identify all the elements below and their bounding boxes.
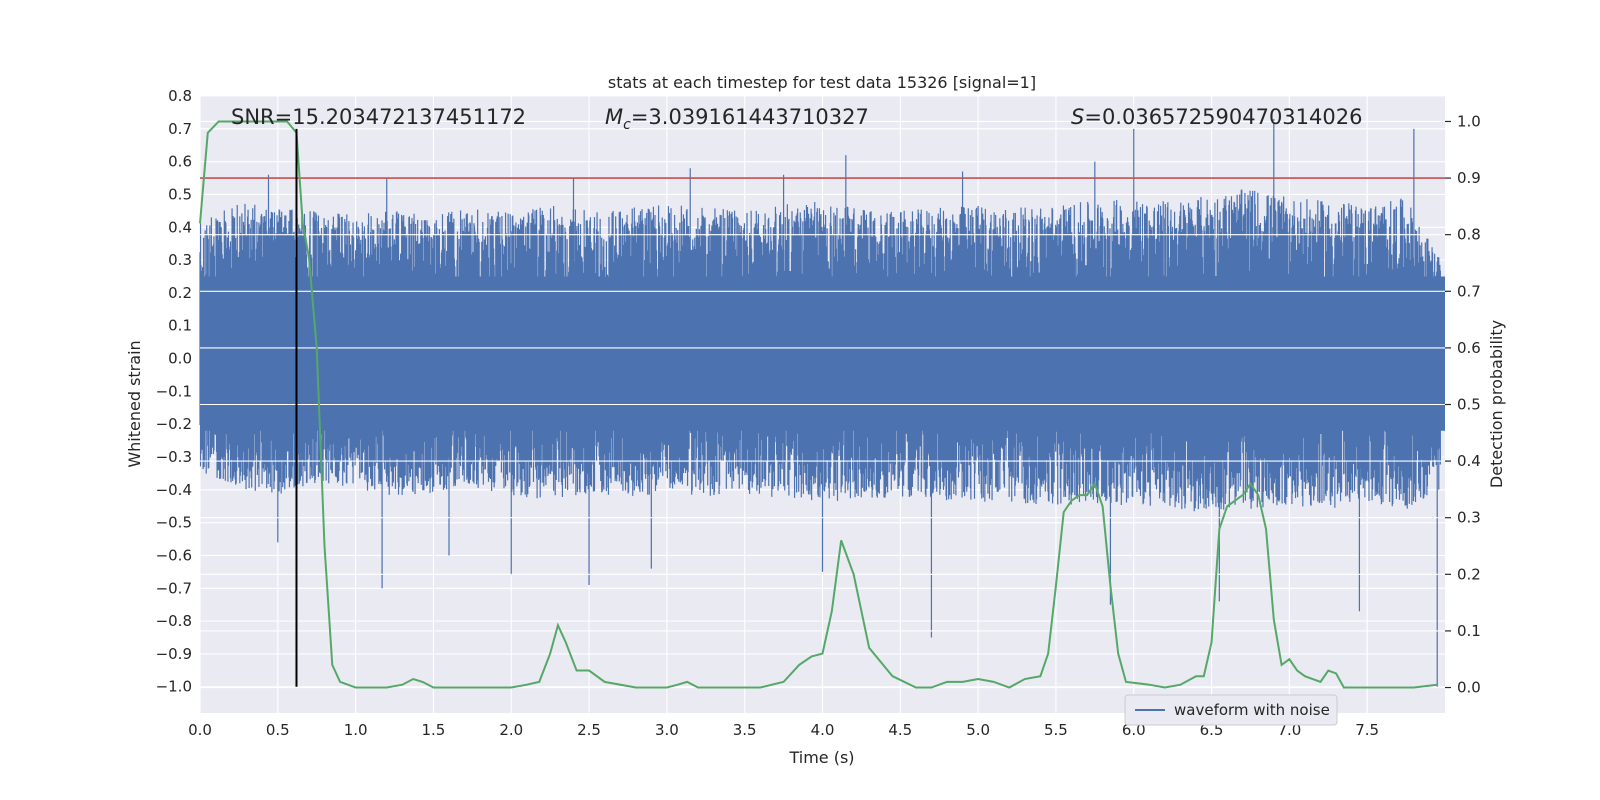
x-axis-ticks: 0.0 0.5 1.0 1.5 2.0 2.5 3.0 3.5 4.0 4.5 5.0 5.5 6.0 6… (188, 721, 1379, 739)
overlay-layer (199, 120, 1445, 689)
y-left-tick-label: −0.1 (156, 382, 192, 400)
x-tick-label: 1.0 (344, 721, 368, 739)
y-left-tick-label: −0.4 (156, 481, 192, 499)
y-right-tick-label: 0.6 (1457, 339, 1481, 357)
y-left-tick-label: −0.9 (156, 645, 192, 663)
y-left-tick-label: −0.3 (156, 448, 192, 466)
y-right-tick-label: 0.8 (1457, 226, 1481, 244)
y-left-axis-label: Whitened strain (125, 340, 144, 467)
y-left-tick-label: 0.4 (168, 218, 192, 236)
x-tick-label: 2.5 (577, 721, 601, 739)
y-right-tick-label: 0.2 (1457, 565, 1481, 583)
x-axis-label: Time (s) (788, 748, 854, 767)
x-tick-label: 0.5 (266, 721, 290, 739)
y-right-tick-label: 0.9 (1457, 169, 1481, 187)
y-left-tick-label: 0.7 (168, 120, 192, 138)
chirp-mass-symbol: M (605, 105, 623, 129)
y-right-tick-label: 0.0 (1457, 679, 1481, 697)
x-tick-label: 2.0 (499, 721, 523, 739)
y-left-tick-label: −0.6 (156, 546, 192, 564)
x-tick-label: 4.0 (811, 721, 835, 739)
x-tick-label: 3.0 (655, 721, 679, 739)
x-tick-label: 5.5 (1044, 721, 1068, 739)
y-left-tick-label: 0.3 (168, 251, 192, 269)
x-tick-label: 3.5 (733, 721, 757, 739)
y-left-tick-label: −0.2 (156, 415, 192, 433)
legend-entry-waveform: waveform with noise (1174, 701, 1330, 719)
y-right-tick-label: 0.3 (1457, 509, 1481, 527)
y-right-tick-label: 0.7 (1457, 282, 1481, 300)
y-left-tick-label: 0.1 (168, 317, 192, 335)
snr-annotation: SNR=15.203472137451172 (231, 105, 526, 129)
y-left-tick-label: 0.2 (168, 284, 192, 302)
y-right-tick-label: 0.4 (1457, 452, 1481, 470)
y-right-axis-label: Detection probability (1487, 320, 1506, 488)
s-value: =0.036572590470314026 (1084, 105, 1362, 129)
y-left-tick-label: −1.0 (156, 678, 192, 696)
s-symbol: S (1071, 105, 1084, 129)
y-right-axis-ticks: 1.0 0.9 0.8 0.7 0.6 0.5 0.4 0.3 0.2 0.1 0.0 (1445, 112, 1481, 697)
y-left-tick-label: 0.0 (168, 350, 192, 368)
y-right-tick-label: 0.5 (1457, 396, 1481, 414)
probability-line (199, 120, 1438, 689)
x-tick-label: 5.0 (966, 721, 990, 739)
y-left-axis-ticks: 0.8 0.7 0.6 0.5 0.4 0.3 0.2 0.1 0.0 −0.1 −0.2 −0.3 −… (156, 87, 192, 696)
x-tick-label: 7.5 (1355, 721, 1379, 739)
chirp-mass-subscript: c (623, 117, 631, 133)
legend-box (1124, 694, 1338, 726)
x-tick-label: 1.5 (422, 721, 446, 739)
y-left-tick-label: −0.8 (156, 612, 192, 630)
y-right-tick-label: 1.0 (1457, 112, 1481, 130)
chirp-mass-value: =3.039161443710327 (631, 105, 869, 129)
waveform-dense-band (200, 276, 1445, 431)
y-left-tick-label: 0.5 (168, 185, 192, 203)
y-left-tick-label: −0.5 (156, 514, 192, 532)
y-right-tick-label: 0.1 (1457, 622, 1481, 640)
y-left-tick-label: 0.6 (168, 153, 192, 171)
legend: waveform with noise (1124, 694, 1338, 726)
chirp-mass-annotation: Mc=3.039161443710327 (605, 105, 869, 133)
x-tick-label: 4.5 (888, 721, 912, 739)
y-left-tick-label: −0.7 (156, 579, 192, 597)
y-left-tick-label: 0.8 (168, 87, 192, 105)
chart-title: stats at each timestep for test data 153… (608, 73, 1036, 92)
s-annotation: S=0.036572590470314026 (1071, 105, 1362, 129)
x-tick-label: 0.0 (188, 721, 212, 739)
